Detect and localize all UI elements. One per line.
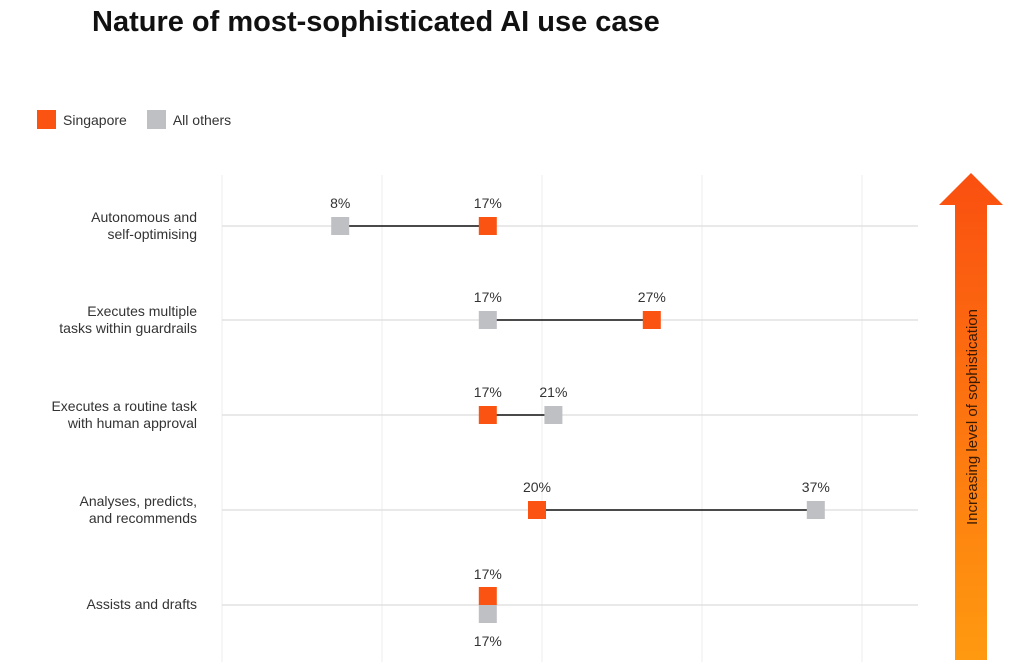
point-all-others <box>806 501 825 519</box>
sophistication-arrow: Increasing level of sophistication <box>939 173 1003 660</box>
point-all-others <box>331 217 350 235</box>
category-label: Executes a routine task with human approv… <box>51 398 198 431</box>
point-singapore <box>478 217 497 235</box>
legend-item-singapore: Singapore <box>37 110 127 129</box>
category-row: Executes multiple tasks within guardrails… <box>59 289 918 336</box>
data-label: 17% <box>474 289 502 305</box>
point-singapore <box>528 501 546 519</box>
data-label: 17% <box>474 195 502 211</box>
legend-item-all-others: All others <box>146 110 232 129</box>
data-label: 17% <box>474 633 502 649</box>
data-label: 27% <box>638 289 666 305</box>
legend-swatch-all-others <box>146 110 166 129</box>
category-label: Assists and drafts <box>87 596 198 612</box>
chart-title: Nature of most-sophisticated AI use case <box>92 6 660 38</box>
point-all-others <box>478 311 497 329</box>
legend: Singapore All others <box>37 110 251 129</box>
data-label: 37% <box>802 479 830 495</box>
point-singapore <box>642 311 661 329</box>
category-label: Executes multiple tasks within guardrails <box>59 303 197 336</box>
data-label: 17% <box>474 566 502 582</box>
data-label: 17% <box>474 384 502 400</box>
category-label: Autonomous and self-optimising <box>91 209 197 242</box>
point-all-others <box>478 605 497 623</box>
point-singapore <box>478 406 497 424</box>
legend-swatch-singapore <box>37 110 56 129</box>
data-label: 21% <box>539 384 567 400</box>
arrow-up-icon <box>939 173 1003 660</box>
point-all-others <box>544 406 563 424</box>
category-label: Analyses, predicts, and recommends <box>80 493 198 526</box>
category-row: Executes a routine task with human approv… <box>51 384 918 431</box>
data-label: 20% <box>523 479 551 495</box>
legend-label-all-others: All others <box>172 111 232 128</box>
data-label: 8% <box>330 195 350 211</box>
category-row: Analyses, predicts, and recommends 37% 20% <box>80 479 918 526</box>
category-row: Autonomous and self-optimising 8% 17% <box>91 195 918 242</box>
point-singapore <box>478 587 497 605</box>
arrow-label: Increasing level of sophistication <box>964 309 981 525</box>
category-row: Assists and drafts 17% 17% <box>87 566 918 649</box>
legend-label-singapore: Singapore <box>63 111 127 128</box>
